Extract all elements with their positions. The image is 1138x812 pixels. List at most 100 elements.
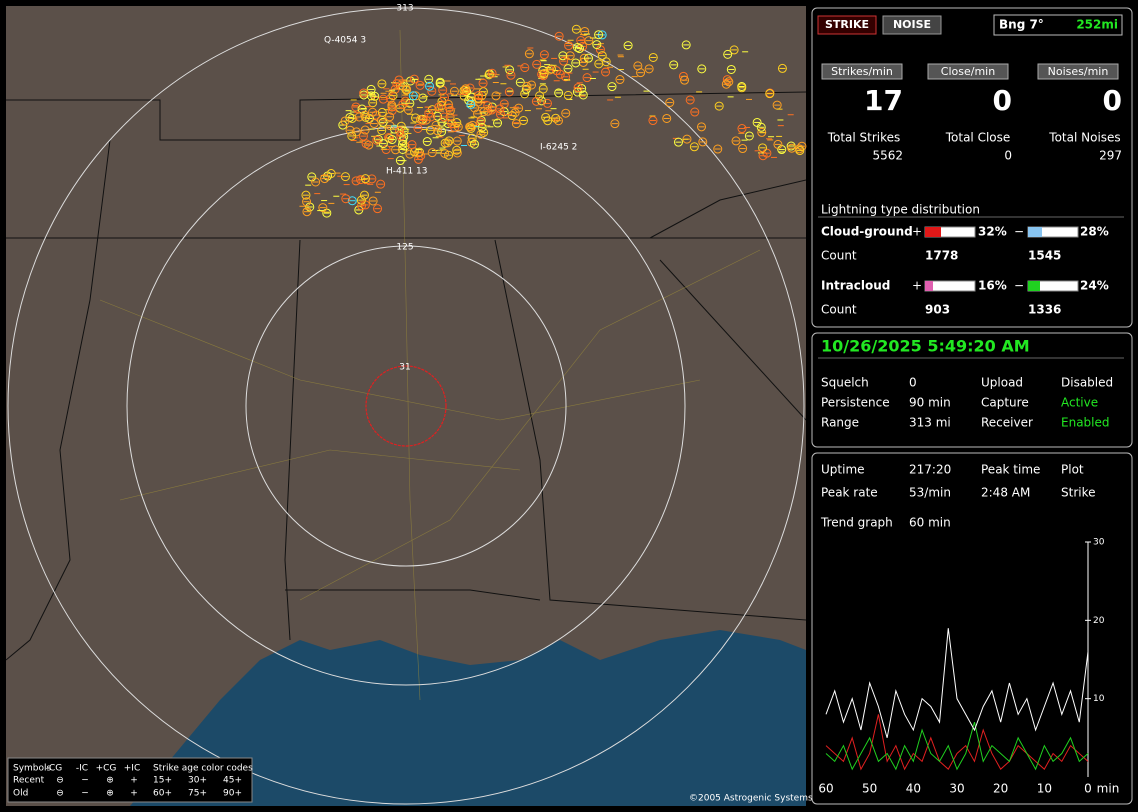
strike	[318, 203, 328, 213]
strike	[531, 96, 541, 106]
stats-field: 53/min	[909, 486, 951, 500]
strike	[738, 144, 748, 154]
strike	[487, 68, 497, 78]
strike	[777, 63, 787, 73]
legend-type: +IC	[124, 764, 140, 774]
legend-age: 60+	[153, 789, 172, 799]
count-value: 1545	[1028, 249, 1061, 263]
x-unit: min	[1097, 782, 1120, 796]
strike	[301, 190, 311, 200]
strike	[495, 104, 505, 114]
strike	[370, 91, 380, 101]
strike	[662, 113, 672, 123]
strike	[368, 196, 378, 206]
strike	[729, 45, 739, 55]
strike	[413, 148, 423, 158]
legend-type: -IC	[76, 764, 88, 774]
strike	[373, 204, 383, 214]
strike	[435, 78, 445, 88]
strike	[737, 83, 747, 93]
stats-field: Plot	[1061, 463, 1084, 477]
x-tick-label: 40	[906, 782, 921, 796]
strike	[607, 82, 617, 92]
strike	[449, 86, 459, 96]
strike	[564, 41, 574, 51]
strike	[573, 42, 583, 52]
status-field: Capture	[981, 396, 1029, 410]
pct-bar	[1028, 227, 1042, 237]
strike	[377, 79, 387, 89]
strike	[648, 116, 658, 126]
status-field: Upload	[981, 376, 1023, 390]
strike	[444, 103, 454, 113]
legend-symbol: ⊕	[106, 789, 114, 799]
status-panel	[811, 332, 1133, 448]
trend-label: Trend graph	[820, 516, 893, 530]
count-label: Count	[821, 303, 857, 317]
strike	[542, 98, 552, 108]
strike-button[interactable]	[817, 15, 877, 35]
strike	[721, 79, 731, 89]
strike	[415, 114, 425, 124]
strike	[636, 68, 646, 78]
noise-button[interactable]	[882, 15, 942, 35]
legend-title: Symbols	[13, 764, 52, 774]
strike	[573, 83, 583, 93]
strike	[744, 131, 754, 141]
strike	[496, 109, 506, 119]
strike	[360, 110, 370, 120]
strike	[359, 88, 369, 98]
strike	[681, 40, 691, 50]
strike	[398, 99, 408, 109]
strike	[527, 80, 537, 90]
stats-field: 217:20	[909, 463, 951, 477]
strike	[356, 195, 366, 205]
x-tick-label: 50	[862, 782, 877, 796]
stats-field: 2:48 AM	[981, 486, 1030, 500]
strike	[311, 177, 321, 187]
strike	[351, 102, 361, 112]
datetime: 10/26/2025 5:49:20 AM	[821, 337, 1030, 356]
strike	[555, 69, 565, 79]
strike	[697, 64, 707, 74]
status-field: 0	[909, 376, 917, 390]
strike	[615, 75, 625, 85]
rate-header: Close/min	[941, 65, 995, 78]
type-label: Cloud-ground	[821, 225, 913, 239]
strike	[578, 90, 588, 100]
strike	[433, 126, 443, 136]
strike	[765, 89, 775, 99]
strike	[522, 81, 532, 91]
strike	[474, 91, 484, 101]
strike	[685, 95, 695, 105]
strike	[594, 30, 604, 40]
legend-symbol: ⊖	[56, 789, 64, 799]
strike	[395, 126, 405, 136]
strike	[478, 78, 488, 88]
y-tick-label: 30	[1093, 538, 1105, 548]
strike	[580, 26, 590, 36]
strike	[597, 51, 607, 61]
strike	[368, 98, 378, 108]
strike	[669, 60, 679, 70]
legend-age: 45+	[223, 776, 242, 786]
legend-symbol: −	[81, 789, 89, 799]
strike	[437, 127, 447, 137]
strike	[476, 117, 486, 127]
rate-value: 17	[864, 84, 903, 117]
strike	[467, 137, 477, 147]
strike	[554, 31, 564, 41]
count-value: 903	[925, 303, 950, 317]
stats-field: Uptime	[821, 463, 865, 477]
strike	[340, 116, 350, 126]
strike	[405, 149, 415, 159]
pct-bar	[925, 281, 933, 291]
strike	[425, 125, 435, 135]
strike	[302, 207, 312, 217]
strike	[722, 75, 732, 85]
pct-label: 28%	[1080, 225, 1109, 239]
strike	[554, 88, 564, 98]
strike	[698, 137, 708, 147]
strike	[378, 94, 388, 104]
